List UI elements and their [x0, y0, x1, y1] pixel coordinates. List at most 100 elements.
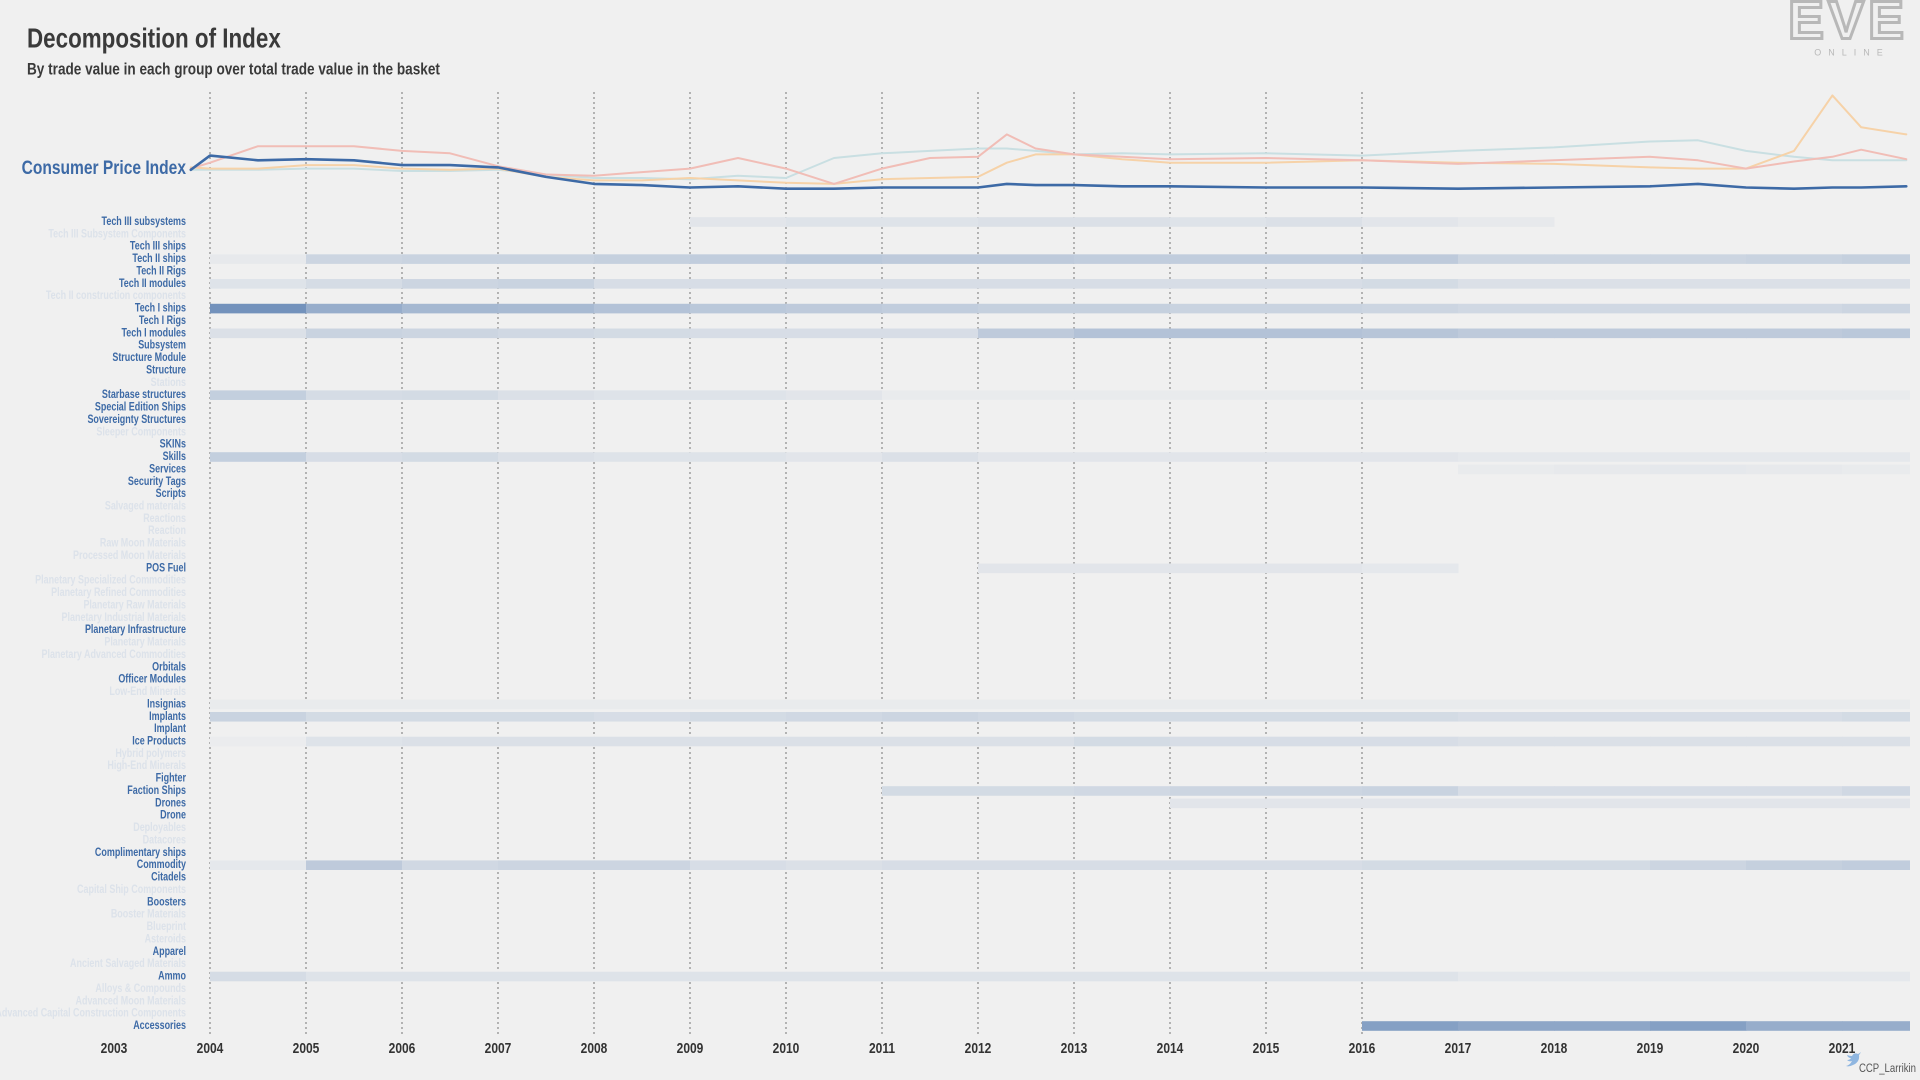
heat-cell	[1266, 736, 1363, 747]
row-label: Hybrid polymers	[115, 748, 186, 760]
heat-cell	[1746, 303, 1843, 314]
heat-cell	[1650, 303, 1747, 314]
row-label: High-End Minerals	[107, 760, 186, 772]
heat-cell	[1650, 1021, 1747, 1031]
heat-cell	[1842, 303, 1910, 314]
row-label-group: Tech III ships	[130, 241, 186, 253]
heat-cell	[786, 452, 883, 462]
row-label-group: Low-End Minerals	[109, 686, 186, 698]
heat-cell	[306, 254, 403, 264]
heat-cell	[1074, 452, 1171, 462]
heat-cell	[1170, 736, 1267, 747]
heat-cell	[786, 217, 883, 227]
heat-cell	[978, 303, 1075, 314]
heat-cell	[1074, 786, 1171, 796]
x-tick-group: 2009	[677, 1040, 704, 1057]
heat-cell	[1458, 254, 1555, 264]
x-tick-group: 2014	[1157, 1040, 1184, 1057]
heat-cell	[210, 452, 307, 462]
row-label: Capital Ship Components	[77, 884, 186, 896]
row-label-group: Tech II ships	[132, 253, 186, 265]
heat-cell	[1266, 390, 1363, 400]
row-label: Tech II construction components	[46, 290, 186, 302]
row-label-group: Asteroids	[145, 934, 187, 946]
heat-cell	[978, 217, 1075, 227]
x-tick-group: 2018	[1541, 1040, 1568, 1057]
heat-cell	[1842, 699, 1910, 710]
heat-cell	[594, 390, 691, 400]
heat-cell	[594, 328, 691, 339]
x-tick-group: 2021	[1829, 1040, 1856, 1057]
x-tick-label: 2009	[677, 1040, 704, 1057]
heat-cell	[1170, 279, 1267, 289]
heat-cell	[210, 390, 307, 400]
heat-cell	[498, 971, 595, 982]
x-tick-group: 2012	[965, 1040, 992, 1057]
x-tick-label: 2005	[293, 1040, 320, 1057]
heat-cell	[978, 452, 1075, 462]
x-tick-label: 2015	[1253, 1040, 1280, 1057]
heat-cell	[402, 699, 499, 710]
heat-cell	[1458, 860, 1555, 870]
row-label-group: Starbase structures	[102, 389, 186, 401]
heat-cell	[690, 279, 787, 289]
heat-cell	[1266, 328, 1363, 339]
row-label: SKINs	[160, 439, 187, 451]
x-tick-label: 2020	[1733, 1040, 1760, 1057]
row-label: Boosters	[147, 896, 186, 908]
heat-cell	[1266, 786, 1363, 796]
row-label: Subsystem	[138, 340, 186, 352]
row-label: Asteroids	[145, 934, 187, 946]
heat-cell	[1458, 390, 1555, 400]
row-label: Structure	[146, 365, 186, 377]
row-label: Structure Module	[112, 352, 186, 364]
heat-cell	[1746, 971, 1843, 982]
heat-cell	[1746, 328, 1843, 339]
row-label: Insignias	[147, 699, 186, 711]
heat-cell	[1650, 711, 1747, 722]
heat-cell	[402, 452, 499, 462]
heat-cell	[690, 217, 787, 227]
heat-cell	[594, 303, 691, 314]
row-label-group: Planetary Advanced Commodities	[41, 649, 186, 661]
heat-cell	[786, 860, 883, 870]
heat-cell	[978, 563, 1075, 574]
heat-cell	[1746, 464, 1843, 475]
heat-cell	[402, 279, 499, 289]
heat-cell	[1842, 860, 1910, 870]
row-label: Officer Modules	[118, 674, 186, 686]
heat-cell	[1746, 1021, 1843, 1031]
row-label-group: Raw Moon Materials	[100, 538, 186, 550]
heat-cell	[1458, 711, 1555, 722]
heat-cell	[786, 699, 883, 710]
heat-cell	[1362, 452, 1459, 462]
x-tick-label: 2010	[773, 1040, 800, 1057]
heat-cell	[1362, 711, 1459, 722]
heat-cell	[1170, 390, 1267, 400]
heat-cell	[1554, 452, 1651, 462]
heat-cell	[594, 860, 691, 870]
row-label: Starbase structures	[102, 389, 186, 401]
heat-cell	[690, 390, 787, 400]
heat-cell	[1170, 786, 1267, 796]
row-label-group: Processed Moon Materials	[73, 550, 186, 562]
row-label: Planetary Specialized Commodities	[35, 575, 186, 587]
heat-cell	[1842, 464, 1910, 475]
heat-cell	[882, 860, 979, 870]
heat-cell	[594, 279, 691, 289]
row-label: Planetary Infrastructure	[85, 624, 186, 636]
heat-cell	[1074, 699, 1171, 710]
x-tick-group: 2004	[197, 1040, 224, 1057]
heat-cell	[1554, 328, 1651, 339]
row-label: Tech II ships	[132, 253, 186, 265]
chart-subtitle: By trade value in each group over total …	[27, 60, 440, 79]
heat-cell	[690, 971, 787, 982]
row-label-group: Booster Materials	[111, 909, 186, 921]
row-label: Scripts	[156, 488, 187, 500]
x-tick-label: 2018	[1541, 1040, 1568, 1057]
heat-cell	[1266, 452, 1363, 462]
row-label: Tech I Rigs	[139, 315, 186, 327]
x-tick-label: 2003	[101, 1040, 128, 1057]
heat-cell	[1458, 303, 1555, 314]
